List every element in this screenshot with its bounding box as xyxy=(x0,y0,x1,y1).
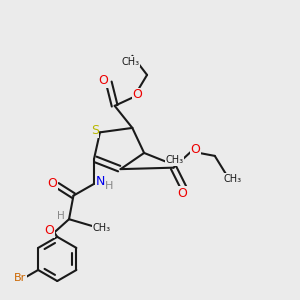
Text: O: O xyxy=(44,224,54,238)
Text: CH₃: CH₃ xyxy=(92,223,110,233)
Text: N: N xyxy=(95,175,105,188)
Text: CH₃: CH₃ xyxy=(165,155,184,165)
Text: S: S xyxy=(91,124,99,137)
Text: O: O xyxy=(98,74,108,87)
Text: O: O xyxy=(132,88,142,101)
Text: O: O xyxy=(47,177,57,190)
Text: O: O xyxy=(190,143,200,157)
Text: H: H xyxy=(105,181,114,190)
Text: O: O xyxy=(178,187,187,200)
Text: H: H xyxy=(57,211,65,221)
Text: CH₃: CH₃ xyxy=(224,174,242,184)
Text: Br: Br xyxy=(14,273,26,283)
Text: CH₃: CH₃ xyxy=(122,57,140,67)
